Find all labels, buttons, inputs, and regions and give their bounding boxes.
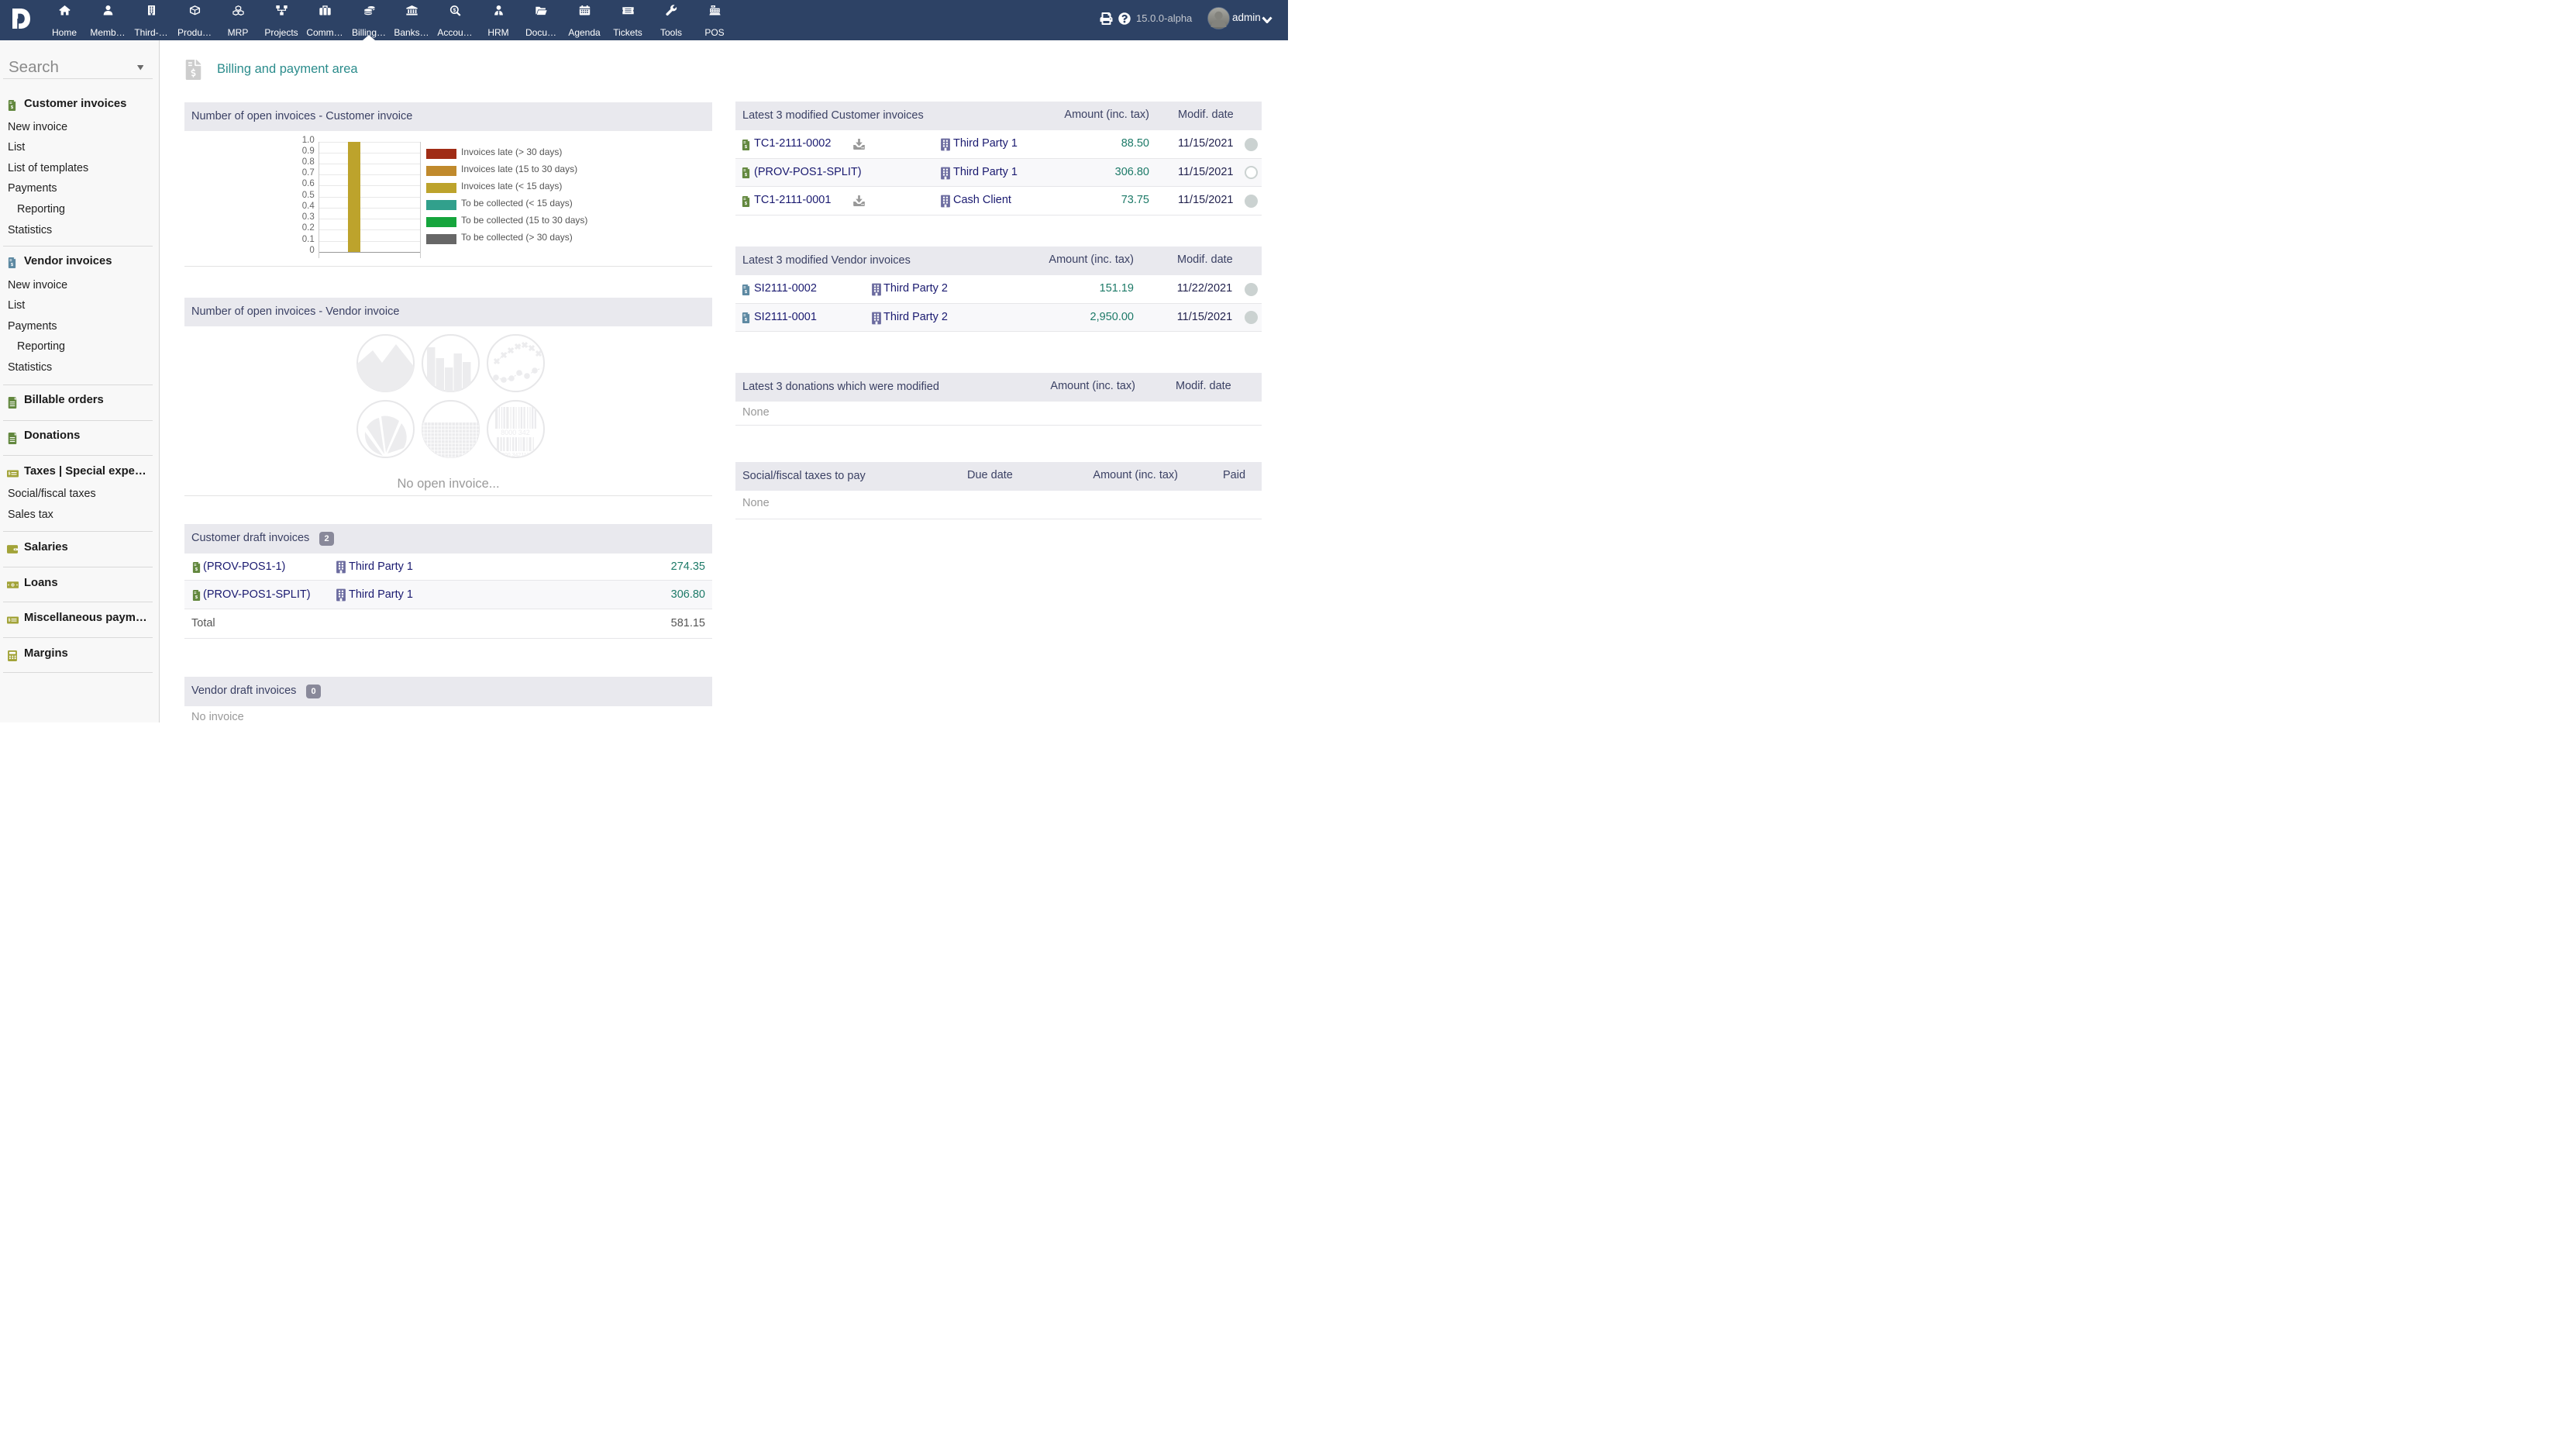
svg-text:$: $	[11, 263, 14, 267]
svg-text:8000 3421110: 8000 3421110	[498, 453, 532, 458]
svg-text:$: $	[11, 105, 14, 110]
svg-text:0: 0	[12, 583, 14, 587]
svg-text:$: $	[453, 8, 456, 13]
svg-text:$: $	[745, 289, 748, 294]
svg-text:8000 342: 8000 342	[501, 429, 530, 436]
svg-text:$: $	[745, 201, 748, 205]
svg-text:$: $	[195, 595, 198, 599]
svg-text:$: $	[9, 471, 11, 476]
svg-text:$: $	[745, 318, 748, 322]
svg-text:$: $	[9, 618, 11, 622]
svg-text:$: $	[745, 173, 748, 178]
svg-text:$: $	[195, 567, 198, 571]
svg-text:$: $	[745, 144, 748, 149]
